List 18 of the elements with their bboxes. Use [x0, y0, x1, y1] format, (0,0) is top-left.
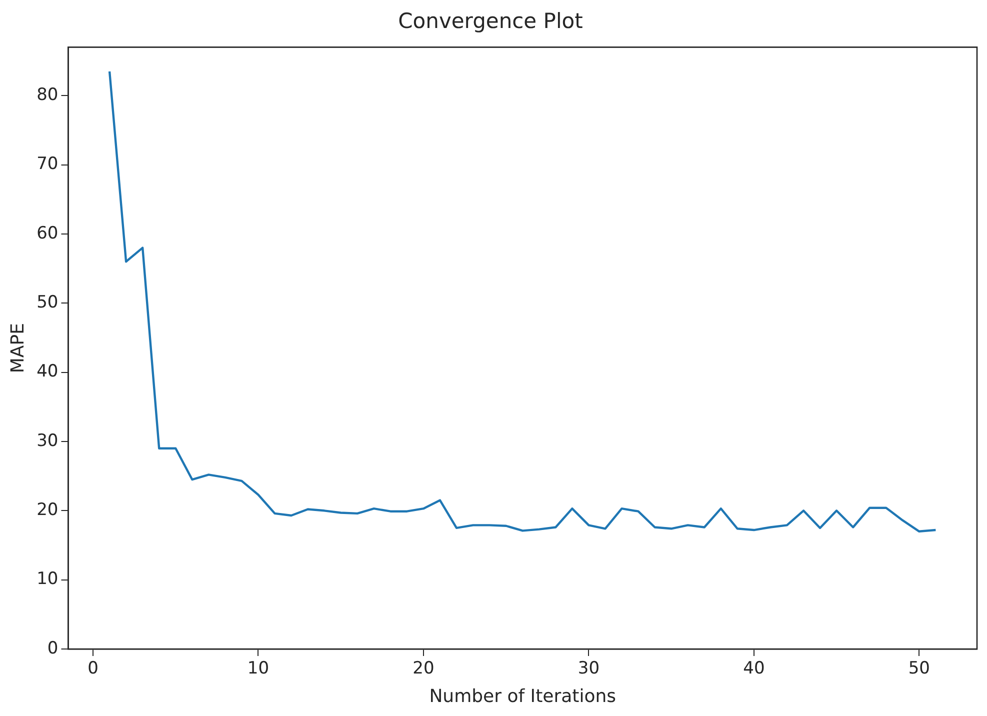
y-tick-label: 0 [47, 638, 58, 658]
x-tick-label: 0 [88, 658, 98, 679]
y-tick-label: 20 [36, 500, 58, 520]
x-tick-label: 40 [743, 658, 765, 679]
x-axis-title: Number of Iterations [429, 686, 616, 707]
y-tick-label: 50 [36, 292, 58, 313]
y-axis-title: MAPE [7, 323, 28, 374]
chart-title: Convergence Plot [398, 9, 583, 34]
y-tick-label: 70 [36, 154, 58, 174]
y-tick-label: 60 [36, 223, 58, 244]
x-tick-label: 10 [247, 658, 270, 679]
x-tick-label: 50 [908, 658, 930, 679]
y-tick-label: 40 [36, 362, 58, 382]
x-tick-label: 30 [578, 658, 600, 679]
y-tick-label: 10 [36, 569, 58, 590]
y-tick-label: 30 [36, 430, 58, 451]
x-tick-label: 20 [412, 658, 434, 679]
y-tick-label: 80 [36, 85, 58, 106]
